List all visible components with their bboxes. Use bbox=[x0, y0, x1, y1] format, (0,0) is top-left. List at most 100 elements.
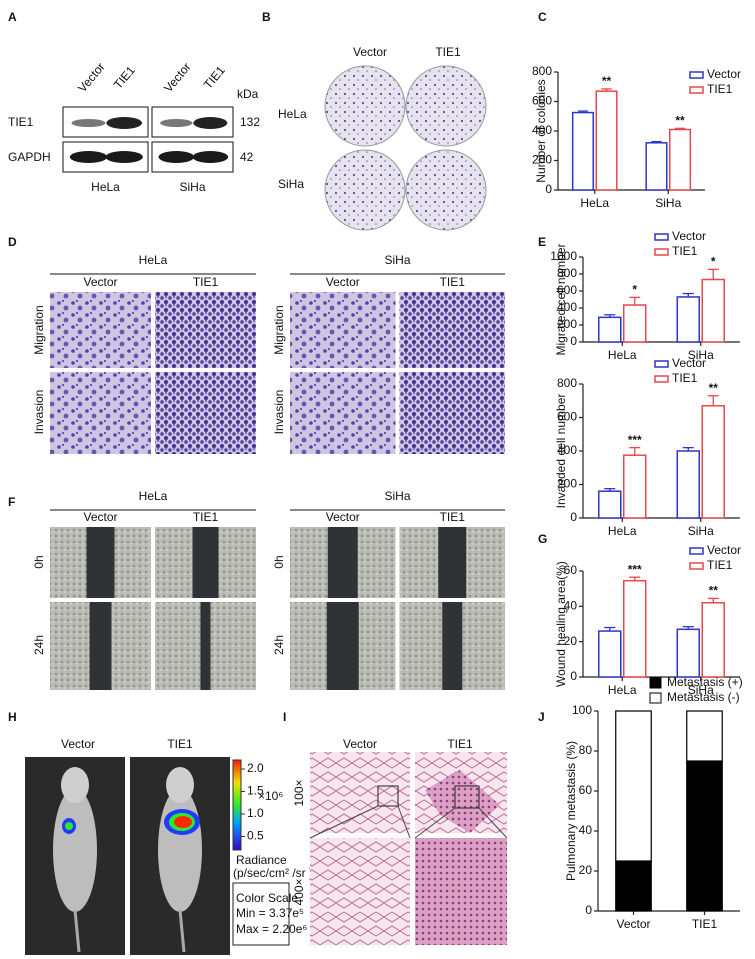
panel-letter: I bbox=[283, 710, 286, 724]
wound-column: Vector bbox=[326, 510, 360, 524]
y-tick-label: 80 bbox=[579, 743, 593, 757]
y-tick-label: 200 bbox=[557, 317, 577, 331]
bar bbox=[598, 490, 622, 519]
panel-letter: G bbox=[538, 532, 547, 546]
panel-letter: F bbox=[8, 495, 15, 509]
y-tick-label: 0 bbox=[585, 903, 592, 917]
legend-swatch bbox=[689, 547, 704, 555]
y-tick-label: 400 bbox=[532, 123, 552, 137]
bar bbox=[623, 579, 647, 678]
y-tick-label: 0 bbox=[570, 334, 577, 348]
panel-letter: H bbox=[8, 710, 17, 724]
x-tick-label: TIE1 bbox=[692, 917, 718, 931]
y-tick-label: 800 bbox=[557, 266, 577, 280]
y-tick-label: 800 bbox=[557, 376, 577, 390]
blot-band bbox=[106, 117, 143, 129]
colorbar-label: 1.5 bbox=[247, 784, 264, 798]
wound-gap bbox=[192, 527, 219, 598]
scale-box bbox=[232, 882, 290, 946]
bar bbox=[676, 628, 701, 678]
legend-swatch bbox=[689, 562, 704, 570]
blot-protein: GAPDH bbox=[8, 150, 51, 164]
wound-row: 0h bbox=[272, 555, 286, 568]
legend-label: Metastasis (-) bbox=[667, 690, 740, 704]
legend-swatch bbox=[654, 233, 669, 241]
y-tick-label: 40 bbox=[564, 599, 578, 613]
colony-row: SiHa bbox=[278, 177, 304, 191]
x-tick-label: HeLa bbox=[608, 683, 637, 697]
y-tick-label: 0 bbox=[570, 510, 577, 524]
transwell-cells bbox=[50, 292, 151, 368]
bar bbox=[595, 90, 618, 191]
wound-column: TIE1 bbox=[440, 510, 466, 524]
blot-band bbox=[105, 151, 143, 163]
y-axis-label: Pulmonary metastasis (%) bbox=[564, 741, 578, 881]
blot-band bbox=[160, 119, 193, 127]
significance: *** bbox=[628, 562, 642, 576]
blot-group: TIE1 bbox=[111, 63, 138, 92]
colorbar-label: 2.0 bbox=[247, 761, 264, 775]
bar-segment bbox=[686, 710, 723, 762]
imaging-column: Vector bbox=[61, 737, 95, 751]
legend-label: Vector bbox=[707, 67, 741, 81]
significance: *** bbox=[628, 433, 642, 447]
scale-title: Color Scale bbox=[236, 891, 298, 905]
bar bbox=[701, 602, 725, 678]
blot-band bbox=[193, 117, 228, 129]
significance: ** bbox=[602, 74, 612, 88]
wound-gap bbox=[200, 602, 211, 690]
significance: ** bbox=[709, 584, 719, 598]
histology-image bbox=[310, 838, 410, 945]
histology-column: Vector bbox=[343, 737, 377, 751]
wound-row: 0h bbox=[32, 555, 46, 568]
y-tick-label: 0 bbox=[545, 182, 552, 196]
wound-column: TIE1 bbox=[193, 510, 219, 524]
transwell-cells bbox=[399, 292, 505, 368]
mouse-body bbox=[158, 788, 202, 912]
transwell-cells bbox=[290, 372, 396, 454]
panel-letter: E bbox=[538, 235, 546, 249]
y-tick-label: 600 bbox=[557, 283, 577, 297]
wound-gap bbox=[442, 602, 463, 690]
histology-column: TIE1 bbox=[447, 737, 473, 751]
colorbar bbox=[232, 759, 242, 851]
colony-plate bbox=[405, 149, 487, 231]
transwell-cell: HeLa bbox=[139, 253, 168, 267]
legend-swatch bbox=[689, 71, 704, 79]
panel-letter: J bbox=[538, 710, 545, 724]
legend-label: Vector bbox=[707, 543, 741, 557]
panel-letter: C bbox=[538, 10, 547, 24]
wound-row: 24h bbox=[272, 635, 286, 655]
transwell-column: TIE1 bbox=[440, 275, 466, 289]
transwell-row: Invasion bbox=[32, 390, 46, 435]
blot-band bbox=[69, 151, 108, 163]
mouse-head bbox=[61, 767, 89, 803]
wound-gap bbox=[438, 527, 467, 598]
bar bbox=[623, 454, 647, 519]
panel-letter: D bbox=[8, 235, 17, 249]
y-tick-label: 1000 bbox=[550, 249, 577, 263]
blot-group: Vector bbox=[75, 60, 108, 95]
panel-letter: B bbox=[262, 10, 271, 24]
transwell-column: TIE1 bbox=[193, 275, 219, 289]
y-axis-label: Wound healing area(%) bbox=[554, 561, 568, 687]
colorbar-label: 0.5 bbox=[247, 829, 264, 843]
y-axis-label: Invaeded cell number bbox=[554, 394, 568, 509]
transwell-row: Migration bbox=[272, 305, 286, 354]
imaging-column: TIE1 bbox=[167, 737, 193, 751]
wound-cell: SiHa bbox=[384, 489, 410, 503]
legend-label: Vector bbox=[672, 229, 706, 243]
zoom-line bbox=[309, 805, 379, 839]
zoom-box bbox=[377, 785, 399, 807]
colony-row: HeLa bbox=[278, 107, 307, 121]
blot-band bbox=[71, 119, 106, 127]
blot-unit: kDa bbox=[237, 87, 259, 101]
y-tick-label: 40 bbox=[579, 823, 593, 837]
wound-gap bbox=[326, 602, 359, 690]
radiance-title: Radiance bbox=[236, 853, 287, 867]
legend-label: Vector bbox=[672, 356, 706, 370]
significance: ** bbox=[709, 381, 719, 395]
x-tick-label: HeLa bbox=[608, 524, 637, 538]
histology-image bbox=[415, 838, 507, 945]
